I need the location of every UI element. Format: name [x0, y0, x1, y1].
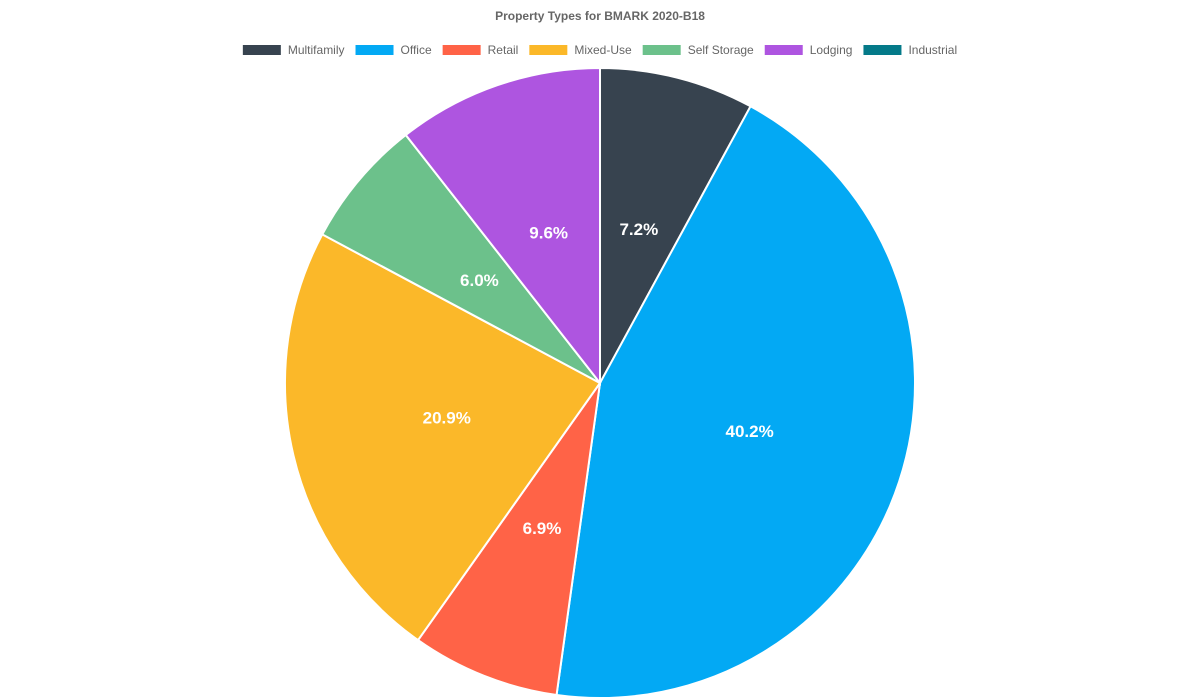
pie-slice: [284, 233, 602, 642]
data-label: 40.2%: [725, 422, 773, 441]
legend-swatch: [355, 45, 394, 55]
legend-swatch: [863, 45, 902, 55]
pie-slice: [320, 133, 601, 384]
chart-title: Property Types for BMARK 2020-B18: [495, 9, 705, 23]
legend: Multifamily Office Retail Mixed-Use Self Sto…: [242, 43, 957, 57]
legend-swatch: [242, 45, 281, 55]
legend-label: Office: [401, 43, 432, 57]
legend-label: Lodging: [810, 43, 853, 57]
pie-slice: [416, 382, 601, 697]
legend-label: Self Storage: [688, 43, 754, 57]
legend-label: Multifamily: [288, 43, 345, 57]
data-label: 6.0%: [460, 271, 499, 290]
legend-swatch: [764, 45, 803, 55]
pie-slice: [404, 66, 601, 386]
legend-label: Mixed-Use: [574, 43, 632, 57]
data-label: 6.9%: [523, 519, 562, 538]
legend-label: Industrial: [908, 43, 957, 57]
legend-swatch: [442, 45, 481, 55]
legend-swatch: [642, 45, 681, 55]
data-label: 20.9%: [423, 409, 471, 428]
data-label: 9.6%: [529, 224, 568, 243]
pie-slice: [555, 104, 916, 699]
legend-swatch: [529, 45, 568, 55]
legend-label: Retail: [488, 43, 519, 57]
data-label: 7.2%: [619, 220, 658, 239]
pie-slice: [599, 66, 752, 384]
